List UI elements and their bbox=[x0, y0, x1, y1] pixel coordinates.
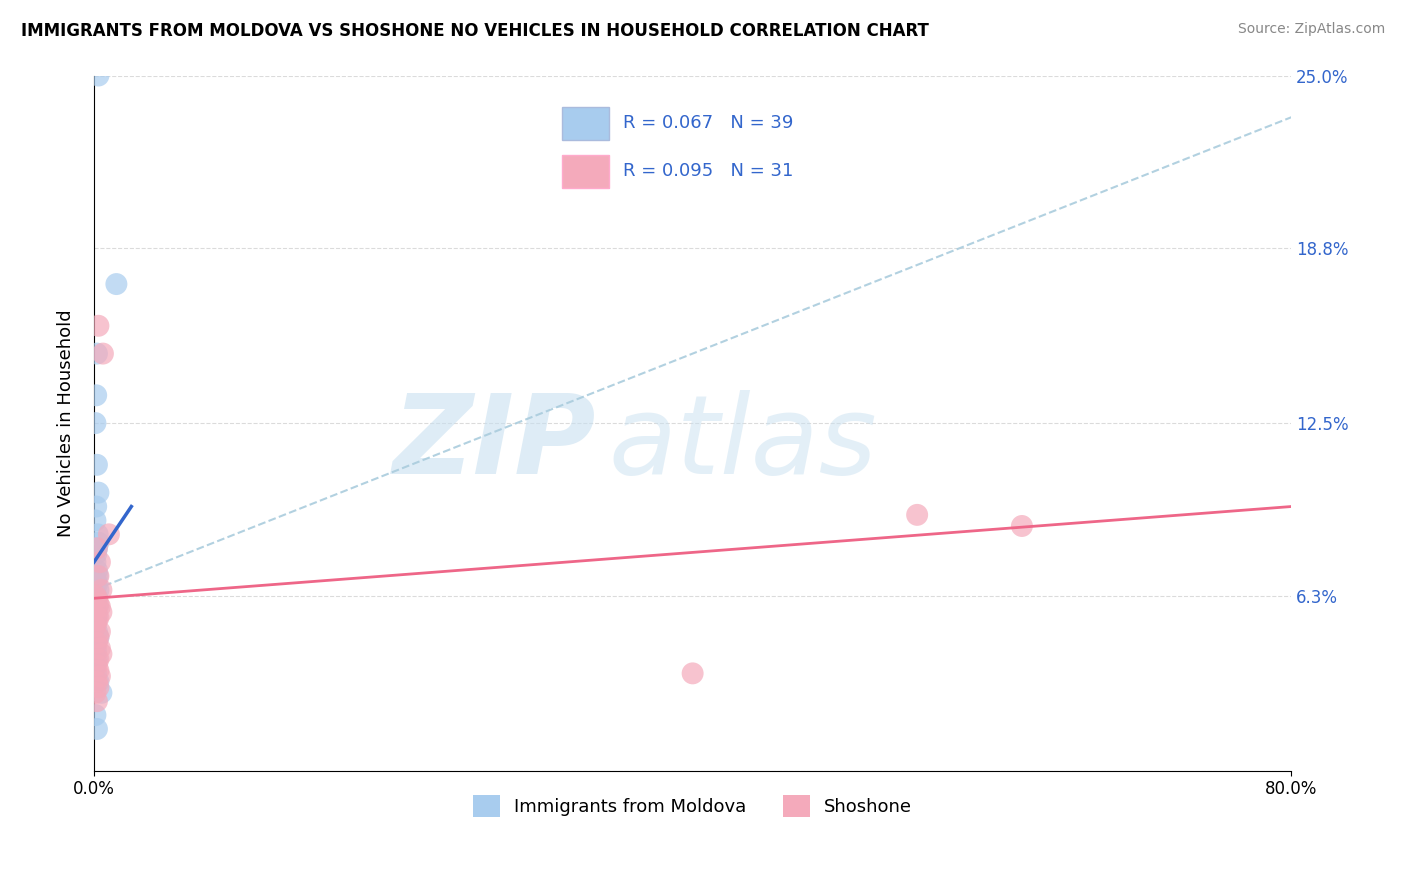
Point bbox=[86, 591, 108, 606]
Point bbox=[84, 619, 107, 633]
Point bbox=[87, 630, 110, 644]
Text: IMMIGRANTS FROM MOLDOVA VS SHOSHONE NO VEHICLES IN HOUSEHOLD CORRELATION CHART: IMMIGRANTS FROM MOLDOVA VS SHOSHONE NO V… bbox=[21, 22, 929, 40]
Text: ZIP: ZIP bbox=[394, 391, 596, 498]
Point bbox=[87, 652, 110, 666]
Point bbox=[89, 669, 111, 683]
Point bbox=[89, 624, 111, 639]
Point bbox=[86, 527, 108, 541]
Point bbox=[84, 416, 107, 430]
Point bbox=[84, 666, 107, 681]
Point bbox=[84, 500, 107, 514]
Point bbox=[86, 541, 108, 556]
Point bbox=[87, 664, 110, 678]
Point bbox=[87, 674, 110, 689]
Point bbox=[84, 639, 107, 653]
Point bbox=[89, 641, 111, 656]
Point bbox=[86, 674, 108, 689]
Point bbox=[86, 722, 108, 736]
Point bbox=[89, 599, 111, 614]
Point bbox=[87, 630, 110, 644]
Point bbox=[84, 574, 107, 589]
Point bbox=[84, 614, 107, 628]
Point bbox=[84, 686, 107, 700]
Point bbox=[86, 591, 108, 606]
Point bbox=[86, 694, 108, 708]
Point bbox=[87, 569, 110, 583]
Point bbox=[87, 597, 110, 611]
Point bbox=[682, 666, 704, 681]
Legend: Immigrants from Moldova, Shoshone: Immigrants from Moldova, Shoshone bbox=[465, 788, 920, 824]
Point bbox=[84, 388, 107, 402]
Point bbox=[87, 69, 110, 83]
Point bbox=[87, 582, 110, 597]
Point bbox=[1011, 519, 1033, 533]
Point bbox=[86, 577, 108, 591]
Y-axis label: No Vehicles in Household: No Vehicles in Household bbox=[58, 310, 75, 537]
Point bbox=[86, 614, 108, 628]
Point bbox=[90, 605, 112, 619]
Point bbox=[86, 636, 108, 650]
Point bbox=[97, 527, 120, 541]
Point bbox=[87, 611, 110, 625]
Point bbox=[86, 658, 108, 673]
Point bbox=[86, 564, 108, 578]
Point bbox=[90, 582, 112, 597]
Point bbox=[86, 541, 108, 556]
Point bbox=[86, 458, 108, 472]
Point bbox=[90, 686, 112, 700]
Point bbox=[84, 513, 107, 527]
Text: atlas: atlas bbox=[609, 391, 877, 498]
Point bbox=[87, 485, 110, 500]
Point bbox=[91, 346, 114, 360]
Point bbox=[84, 602, 107, 616]
Point bbox=[84, 619, 107, 633]
Point bbox=[84, 589, 107, 603]
Point bbox=[87, 680, 110, 694]
Point bbox=[84, 585, 107, 599]
Point bbox=[905, 508, 928, 522]
Point bbox=[84, 594, 107, 608]
Point bbox=[86, 607, 108, 622]
Point bbox=[86, 346, 108, 360]
Text: Source: ZipAtlas.com: Source: ZipAtlas.com bbox=[1237, 22, 1385, 37]
Point bbox=[84, 644, 107, 658]
Point bbox=[86, 599, 108, 614]
Point bbox=[84, 547, 107, 561]
Point bbox=[89, 555, 111, 569]
Point bbox=[86, 652, 108, 666]
Point bbox=[87, 318, 110, 333]
Point bbox=[84, 555, 107, 569]
Point bbox=[105, 277, 128, 291]
Point bbox=[86, 624, 108, 639]
Point bbox=[90, 647, 112, 661]
Point bbox=[86, 569, 108, 583]
Point bbox=[84, 708, 107, 723]
Point bbox=[84, 658, 107, 673]
Point bbox=[87, 535, 110, 549]
Point bbox=[84, 572, 107, 586]
